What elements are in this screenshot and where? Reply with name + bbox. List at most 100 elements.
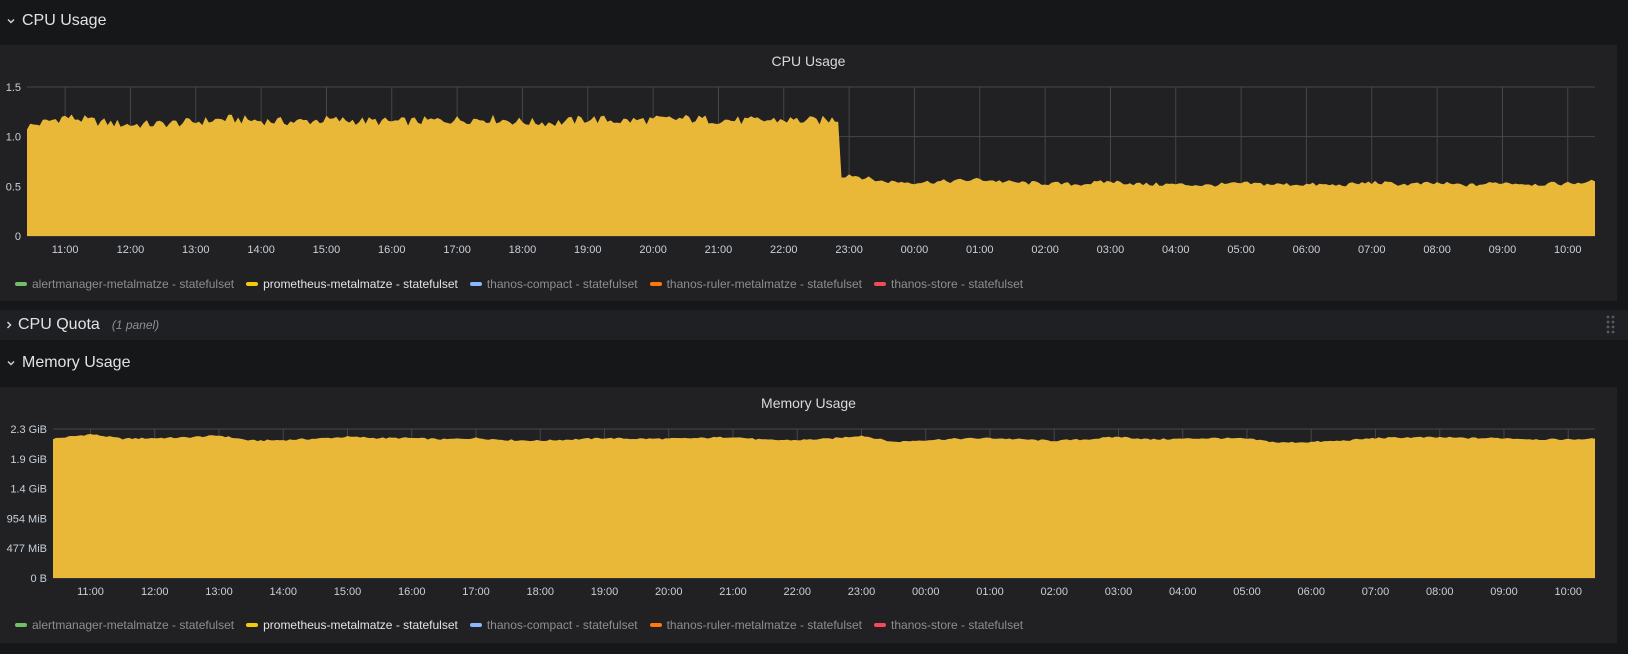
x-tick-label: 12:00 — [141, 586, 169, 598]
legend-item[interactable]: alertmanager-metalmatze - statefulset — [15, 277, 234, 291]
y-tick-label: 954 MiB — [7, 513, 47, 525]
x-tick-label: 22:00 — [770, 244, 798, 256]
x-tick-label: 04:00 — [1162, 244, 1190, 256]
series-area — [53, 434, 1595, 578]
legend-label: alertmanager-metalmatze - statefulset — [32, 618, 235, 632]
cpu-usage-chart[interactable]: 0 0.5 1.0 1.5 11:00 12:00 13:00 14:00 15:00 16:00… — [0, 75, 1617, 285]
legend-swatch — [15, 282, 27, 286]
chevron-right-icon — [0, 320, 18, 330]
row-title: CPU Usage — [22, 12, 107, 29]
y-tick-label: 0 B — [30, 573, 47, 585]
x-tick-label: 10:00 — [1554, 586, 1582, 598]
y-tick-label: 477 MiB — [7, 543, 47, 555]
x-tick-label: 15:00 — [334, 586, 362, 598]
row-header-cpu-usage[interactable]: CPU Usage — [0, 8, 1628, 34]
legend-item[interactable]: thanos-ruler-metalmatze - statefulset — [649, 277, 863, 291]
y-tick-label: 2.3 GiB — [10, 424, 47, 436]
legend-label: thanos-compact - statefulset — [486, 277, 638, 291]
legend-label: thanos-store - statefulset — [891, 618, 1024, 632]
legend-label: thanos-ruler-metalmatze - statefulset — [666, 277, 863, 291]
x-tick-label: 15:00 — [313, 244, 341, 256]
panel-title[interactable]: CPU Usage — [771, 53, 846, 69]
x-tick-label: 18:00 — [509, 244, 537, 256]
panel-memory-usage: Memory Usage 0 B 477 MiB 954 MiB 1.4 GiB 1.9… — [0, 387, 1617, 643]
legend-item[interactable]: prometheus-metalmatze - statefulset — [246, 277, 458, 291]
x-tick-label: 09:00 — [1490, 586, 1518, 598]
row-title: CPU Quota — [18, 316, 100, 333]
y-tick-label: 1.5 — [6, 82, 21, 94]
x-tick-label: 19:00 — [591, 586, 619, 598]
x-tick-label: 17:00 — [462, 586, 490, 598]
legend-swatch — [246, 623, 259, 627]
x-tick-label: 17:00 — [443, 244, 471, 256]
x-tick-label: 11:00 — [52, 244, 79, 256]
row-header-memory-usage[interactable]: Memory Usage — [0, 350, 1628, 376]
x-tick-label: 06:00 — [1297, 586, 1325, 598]
drag-handle-icon[interactable] — [1606, 314, 1616, 341]
x-tick-label: 23:00 — [848, 586, 876, 598]
row-panel-count: (1 panel) — [111, 318, 160, 332]
x-tick-label: 02:00 — [1040, 586, 1068, 598]
x-tick-label: 09:00 — [1489, 244, 1517, 256]
panel-title[interactable]: Memory Usage — [761, 395, 856, 411]
x-tick-label: 02:00 — [1031, 244, 1059, 256]
y-tick-label: 1.9 GiB — [10, 454, 47, 466]
row-header-cpu-quota[interactable]: CPU Quota (1 panel) — [0, 310, 1628, 340]
x-tick-label: 19:00 — [574, 244, 602, 256]
legend-item[interactable]: prometheus-metalmatze - statefulset — [246, 618, 458, 632]
x-tick-label: 00:00 — [901, 244, 929, 256]
legend-swatch — [246, 282, 259, 286]
legend-swatch — [15, 623, 27, 627]
x-tick-label: 23:00 — [835, 244, 863, 256]
x-tick-label: 18:00 — [526, 586, 554, 598]
y-tick-label: 0 — [15, 231, 21, 243]
legend-swatch — [649, 282, 662, 286]
x-tick-label: 03:00 — [1097, 244, 1125, 256]
x-tick-label: 11:00 — [77, 586, 104, 598]
x-tick-label: 13:00 — [205, 586, 233, 598]
legend-swatch — [874, 282, 887, 286]
legend-item[interactable]: alertmanager-metalmatze - statefulset — [15, 618, 234, 632]
x-tick-label: 03:00 — [1105, 586, 1133, 598]
legend-item[interactable]: thanos-store - statefulset — [874, 277, 1023, 291]
legend-swatch — [649, 623, 662, 627]
legend-label: alertmanager-metalmatze - statefulset — [32, 277, 235, 291]
series-area — [27, 114, 1595, 236]
y-tick-label: 0.5 — [6, 181, 21, 193]
legend-label: prometheus-metalmatze - statefulset — [263, 618, 458, 632]
legend: alertmanager-metalmatze - statefulset pro… — [15, 618, 1035, 632]
legend-swatch — [874, 623, 887, 627]
legend-label: thanos-ruler-metalmatze - statefulset — [666, 618, 863, 632]
x-tick-label: 20:00 — [655, 586, 683, 598]
row-title: Memory Usage — [22, 354, 131, 371]
legend-item[interactable]: thanos-compact - statefulset — [469, 618, 638, 632]
x-tick-label: 01:00 — [976, 586, 1004, 598]
legend: alertmanager-metalmatze - statefulset pro… — [15, 277, 1035, 291]
x-tick-label: 12:00 — [117, 244, 145, 256]
x-tick-label: 00:00 — [912, 586, 940, 598]
legend-label: prometheus-metalmatze - statefulset — [263, 277, 458, 291]
chevron-down-icon — [0, 358, 22, 368]
x-tick-label: 13:00 — [182, 244, 210, 256]
x-tick-label: 10:00 — [1554, 244, 1582, 256]
x-tick-label: 07:00 — [1358, 244, 1386, 256]
x-tick-label: 04:00 — [1169, 586, 1197, 598]
legend-label: thanos-store - statefulset — [891, 277, 1024, 291]
x-tick-label: 20:00 — [639, 244, 667, 256]
legend-item[interactable]: thanos-store - statefulset — [874, 618, 1023, 632]
x-tick-label: 06:00 — [1293, 244, 1321, 256]
x-tick-label: 14:00 — [269, 586, 297, 598]
x-tick-label: 05:00 — [1227, 244, 1255, 256]
legend-label: thanos-compact - statefulset — [486, 618, 638, 632]
x-tick-label: 16:00 — [378, 244, 406, 256]
legend-item[interactable]: thanos-compact - statefulset — [469, 277, 638, 291]
memory-usage-chart[interactable]: 0 B 477 MiB 954 MiB 1.4 GiB 1.9 GiB 2.3 GiB 11… — [0, 417, 1617, 627]
legend-swatch — [469, 282, 482, 286]
x-tick-label: 21:00 — [705, 244, 733, 256]
x-tick-label: 21:00 — [719, 586, 747, 598]
x-tick-label: 07:00 — [1362, 586, 1390, 598]
legend-item[interactable]: thanos-ruler-metalmatze - statefulset — [649, 618, 863, 632]
y-tick-label: 1.0 — [6, 132, 21, 144]
x-tick-label: 08:00 — [1423, 244, 1451, 256]
x-tick-label: 16:00 — [398, 586, 426, 598]
